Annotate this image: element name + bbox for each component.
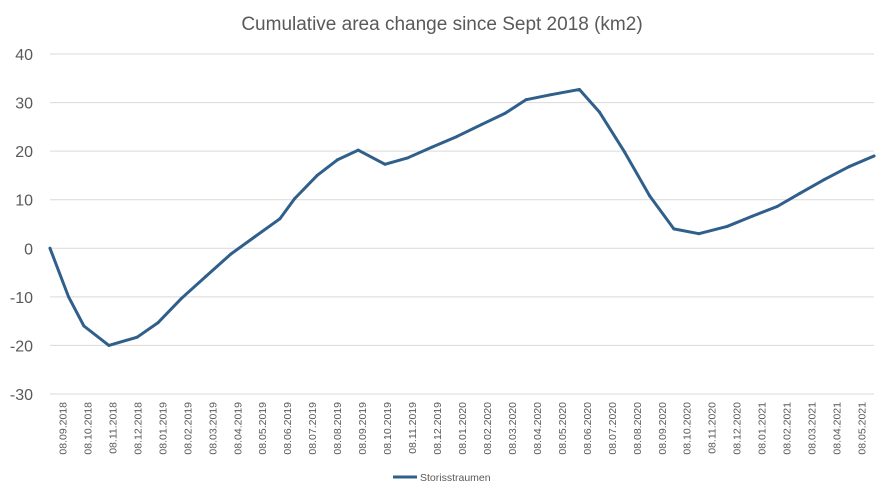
data-point <box>229 252 233 256</box>
x-tick-label: 08.04.2021 <box>832 402 844 455</box>
data-point <box>823 177 827 181</box>
data-point <box>847 165 851 169</box>
data-point <box>180 296 184 300</box>
data-point <box>725 224 729 228</box>
x-tick-label: 08.12.2020 <box>732 402 744 455</box>
data-point <box>672 227 676 231</box>
data-point <box>455 135 459 139</box>
legend: Storisstraumen <box>393 472 491 484</box>
data-point <box>156 321 160 325</box>
data-point <box>648 194 652 198</box>
y-tick-label: 40 <box>15 47 33 64</box>
data-point <box>750 214 754 218</box>
x-tick-label: 08.01.2021 <box>757 402 769 455</box>
data-point <box>775 205 779 209</box>
data-point <box>503 111 507 115</box>
x-tick-label: 08.10.2018 <box>82 402 94 455</box>
y-tick-label: -20 <box>10 338 33 355</box>
data-point <box>480 122 484 126</box>
x-tick-label: 08.10.2019 <box>382 402 394 455</box>
x-tick-label: 08.09.2020 <box>657 402 669 455</box>
x-tick-label: 08.03.2021 <box>807 402 819 455</box>
x-tick-label: 08.02.2020 <box>482 402 494 455</box>
y-tick-label: 10 <box>15 193 33 210</box>
series-layer <box>48 87 876 347</box>
x-tick-label: 08.01.2020 <box>457 402 469 455</box>
x-tick-label: 08.03.2020 <box>507 402 519 455</box>
chart-title: Cumulative area change since Sept 2018 (… <box>241 14 642 35</box>
data-point <box>107 343 111 347</box>
data-point <box>577 87 581 91</box>
data-point <box>598 110 602 114</box>
x-tick-label: 08.05.2020 <box>557 402 569 455</box>
series-line-storisstraumen <box>48 87 876 347</box>
data-point <box>548 93 552 97</box>
legend-label-storisstraumen: Storisstraumen <box>420 472 491 484</box>
x-tick-label: 08.06.2020 <box>582 402 594 455</box>
x-tick-label: 08.09.2019 <box>357 402 369 455</box>
x-tick-label: 08.05.2021 <box>857 402 869 455</box>
x-tick-label: 08.08.2020 <box>632 402 644 455</box>
x-tick-label: 08.07.2020 <box>607 402 619 455</box>
x-tick-label: 08.07.2019 <box>307 402 319 455</box>
x-tick-label: 08.12.2019 <box>432 402 444 455</box>
data-point <box>315 173 319 177</box>
y-tick-label: 30 <box>15 96 33 113</box>
x-tick-label: 08.02.2019 <box>182 402 194 455</box>
data-point <box>278 217 282 221</box>
y-tick-label: 20 <box>15 144 33 161</box>
data-point <box>406 156 410 160</box>
data-point <box>204 274 208 278</box>
x-tick-label: 08.12.2018 <box>132 402 144 455</box>
x-tick-label: 08.04.2019 <box>232 402 244 455</box>
data-point <box>697 232 701 236</box>
y-tick-label: 0 <box>24 241 33 258</box>
x-tick-label: 08.11.2020 <box>707 402 719 454</box>
y-axis-ticks: 40 30 20 10 0 -10 -20 -30 <box>10 47 33 404</box>
data-point <box>335 158 339 162</box>
x-tick-label: 08.04.2020 <box>532 402 544 455</box>
x-tick-label: 08.11.2019 <box>407 402 419 454</box>
x-axis-ticks: 08.09.2018 08.10.2018 08.11.2018 08.12.2018… <box>57 402 868 455</box>
data-point <box>67 295 71 299</box>
x-tick-label: 08.09.2018 <box>57 402 69 455</box>
data-point <box>383 162 387 166</box>
x-tick-label: 08.10.2020 <box>682 402 694 455</box>
data-point <box>135 335 139 339</box>
data-point <box>872 154 876 158</box>
data-point <box>524 98 528 102</box>
x-tick-label: 08.11.2018 <box>107 402 119 454</box>
data-point <box>430 145 434 149</box>
data-point <box>623 150 627 154</box>
data-point <box>798 191 802 195</box>
x-tick-label: 08.08.2019 <box>332 402 344 455</box>
data-point <box>82 324 86 328</box>
x-tick-label: 08.05.2019 <box>257 402 269 455</box>
data-point <box>48 246 52 250</box>
data-point <box>253 235 257 239</box>
y-tick-label: -10 <box>10 290 33 307</box>
y-tick-label: -30 <box>10 387 33 404</box>
grid-lines <box>50 53 874 395</box>
x-tick-label: 08.02.2021 <box>782 402 794 455</box>
data-point <box>356 148 360 152</box>
x-tick-label: 08.06.2019 <box>282 402 294 455</box>
x-tick-label: 08.03.2019 <box>207 402 219 455</box>
x-tick-label: 08.01.2019 <box>157 402 169 455</box>
data-point <box>293 197 297 201</box>
